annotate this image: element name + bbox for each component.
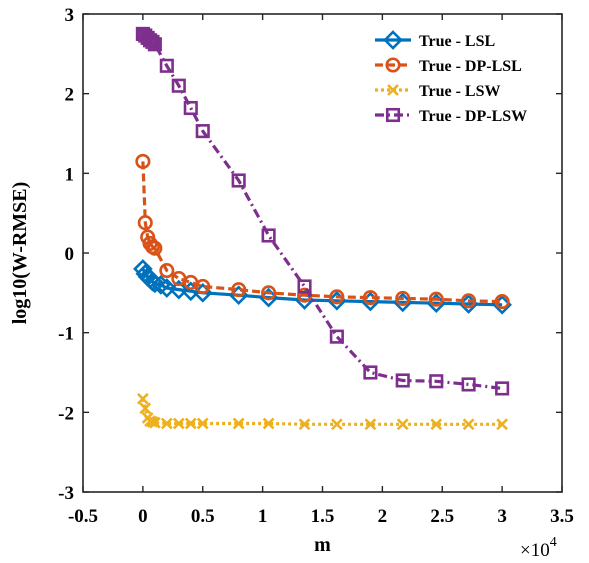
axes-layer: -0.5 0 0.5 1 1.5 2 2.5 3 3.5 -3 -2 -1 0 1 2 3 [58, 5, 574, 527]
x-multiplier-label: ×104 [520, 535, 557, 561]
legend-marker [385, 57, 401, 73]
y-tick-label: 2 [65, 85, 75, 106]
data-point [156, 278, 177, 298]
data-point [329, 329, 344, 344]
data-point [160, 417, 173, 430]
series-layer [133, 26, 512, 431]
series-line-2 [141, 398, 503, 426]
y-tick-label: 3 [65, 5, 75, 26]
data-point [297, 279, 312, 294]
data-point [135, 153, 151, 169]
data-point [232, 417, 245, 430]
data-point [298, 418, 311, 431]
data-point [261, 228, 276, 243]
data-point [195, 278, 211, 295]
data-point [139, 402, 152, 415]
legend-label: True - LSL [419, 33, 495, 50]
data-point [364, 418, 377, 431]
data-point [461, 377, 476, 392]
series-line-1 [141, 161, 503, 304]
data-point [148, 416, 161, 429]
y-tick-label: -1 [58, 324, 74, 345]
x-tick-label: 1 [258, 506, 268, 527]
data-point [145, 273, 165, 294]
data-point [195, 124, 210, 139]
data-point [159, 262, 175, 279]
x-tick-label: 2 [378, 506, 388, 527]
legend-label: True - LSW [419, 83, 500, 100]
data-point [147, 37, 162, 52]
legend-item-3: True - DP-LSW [375, 107, 527, 125]
data-point [262, 417, 275, 430]
data-point [159, 58, 174, 73]
y-tick-label: 0 [65, 244, 75, 265]
x-multiplier-exponent: 4 [550, 535, 557, 550]
x-tick-label: 3.5 [550, 506, 574, 527]
y-tick-label: 1 [65, 164, 75, 185]
x-tick-label: -0.5 [68, 506, 98, 527]
series-line-3 [142, 32, 503, 390]
data-point [136, 392, 149, 405]
data-point [196, 417, 209, 430]
data-point [329, 289, 345, 305]
data-point [172, 417, 185, 430]
legend-marker [385, 107, 401, 123]
data-point [495, 381, 510, 396]
data-point [494, 294, 510, 310]
x-multiplier-base: ×10 [520, 540, 550, 561]
data-point [395, 290, 411, 306]
y-axis-label: log10(W-RMSE) [9, 182, 31, 325]
x-tick-label: 2.5 [430, 506, 454, 527]
data-point [496, 418, 509, 431]
legend-item-2: True - LSW [375, 83, 500, 100]
data-point [428, 291, 444, 307]
data-point [261, 285, 277, 301]
series-3 [135, 26, 510, 396]
data-point [147, 240, 163, 256]
x-tick-label: 3 [497, 506, 507, 527]
data-point [168, 279, 189, 300]
x-tick-label: 0 [138, 506, 148, 527]
data-point [461, 293, 477, 309]
y-tick-label: -2 [58, 403, 74, 424]
x-tick-label: 0.5 [191, 506, 215, 527]
data-point [430, 418, 443, 431]
legend-item-0: True - LSL [375, 30, 495, 50]
data-point [231, 282, 247, 298]
legend: True - LSL True - DP-LSL True - LSW True - … [375, 30, 527, 125]
legend-label: True - DP-LSW [419, 108, 527, 125]
legend-item-1: True - DP-LSL [375, 57, 522, 75]
data-point [363, 365, 378, 380]
legend-label: True - DP-LSL [419, 58, 522, 75]
data-point [137, 215, 153, 231]
x-axis-label: m [314, 534, 331, 556]
data-point [231, 173, 246, 188]
series-0 [133, 259, 512, 315]
y-tick-label: -3 [58, 483, 74, 504]
data-point [462, 418, 475, 431]
legend-marker [383, 30, 403, 50]
data-point [396, 418, 409, 431]
data-point [429, 374, 444, 389]
data-point [184, 417, 197, 430]
series-2 [136, 392, 509, 431]
x-tick-label: 1.5 [311, 506, 335, 527]
data-point [362, 290, 378, 306]
data-point [145, 34, 160, 49]
data-point [171, 78, 186, 93]
data-point [183, 100, 198, 116]
data-point [395, 373, 410, 388]
data-point [330, 418, 343, 431]
legend-marker [387, 84, 399, 96]
